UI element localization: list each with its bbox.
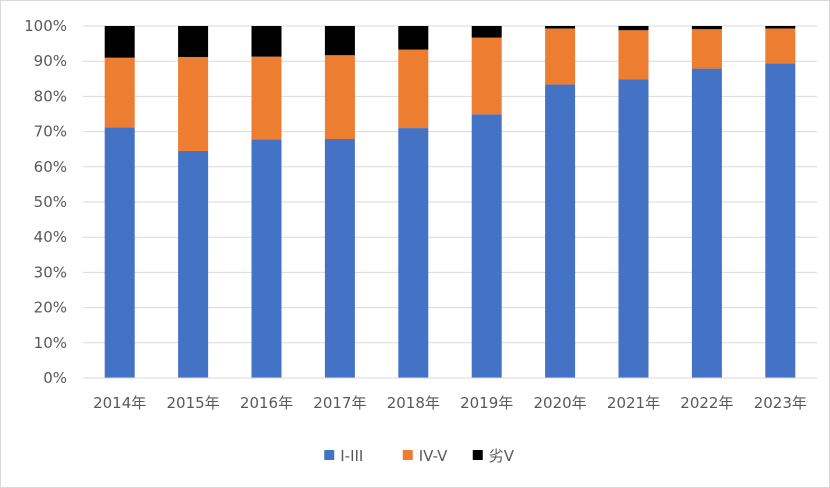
x-tick-label: 2019年 [460, 394, 513, 412]
bar-iv-v-2023 [765, 28, 796, 64]
y-tick-label: 0% [43, 369, 67, 387]
legend-label: 劣V [489, 447, 515, 465]
bar-iv-v-2021 [618, 30, 649, 80]
y-tick-label: 20% [34, 299, 67, 317]
y-tick-label: 10% [34, 334, 67, 352]
bar-i-iii-2015 [178, 150, 209, 378]
bar--v-2019 [471, 26, 502, 38]
y-tick-label: 90% [34, 52, 67, 70]
legend: I-III IV-V 劣V [324, 447, 515, 465]
bar-iv-v-2022 [691, 29, 722, 69]
x-tick-label: 2015年 [167, 394, 220, 412]
bar-i-iii-2023 [765, 63, 796, 378]
x-axis-tick-labels: 2014年 2015年 2016年 2017年 2018年 2019年 2020年 2021年… [93, 394, 807, 412]
bar--v-2021 [618, 26, 649, 31]
bar--v-2016 [251, 26, 282, 57]
bar--v-2022 [691, 26, 722, 30]
legend-label: I-III [340, 447, 363, 465]
bar-iv-v-2020 [545, 28, 576, 85]
bar-iv-v-2017 [324, 55, 355, 139]
bar-iv-v-2014 [104, 57, 135, 128]
x-tick-label: 2021年 [607, 394, 660, 412]
bar--v-2017 [324, 26, 355, 56]
bar-i-iii-2019 [471, 114, 502, 379]
bar-i-iii-2017 [324, 138, 355, 378]
bar-i-iii-2022 [691, 68, 722, 378]
bar--v-2023 [765, 26, 796, 29]
bar-i-iii-2016 [251, 139, 282, 378]
bar-i-iii-2014 [104, 127, 135, 378]
bar-iv-v-2016 [251, 56, 282, 140]
legend-label: IV-V [419, 447, 448, 465]
legend-swatch [402, 450, 413, 460]
y-tick-label: 40% [34, 228, 67, 246]
x-tick-label: 2014年 [93, 394, 146, 412]
bar-iv-v-2018 [398, 49, 429, 129]
y-tick-label: 50% [34, 193, 67, 211]
y-tick-label: 60% [34, 158, 67, 176]
bar-i-iii-2018 [398, 128, 429, 378]
bar--v-2014 [104, 26, 135, 58]
bar-i-iii-2020 [545, 84, 576, 378]
x-tick-label: 2022年 [680, 394, 733, 412]
bar-i-iii-2021 [618, 79, 649, 378]
x-tick-label: 2020年 [534, 394, 587, 412]
x-tick-label: 2016年 [240, 394, 293, 412]
legend-swatch [472, 450, 483, 460]
x-tick-label: 2023年 [754, 394, 807, 412]
y-tick-label: 100% [24, 17, 67, 35]
y-axis-tick-labels: 0% 10% 20% 30% 40% 50% 60% 70% 80% 90% 100% [24, 17, 67, 387]
bar-iv-v-2015 [178, 56, 209, 151]
x-tick-label: 2017年 [313, 394, 366, 412]
legend-swatch [324, 450, 335, 460]
y-tick-label: 80% [34, 87, 67, 105]
bar--v-2015 [178, 26, 209, 57]
bar--v-2020 [545, 26, 576, 29]
bars [104, 26, 796, 379]
y-tick-label: 30% [34, 263, 67, 281]
bar-iv-v-2019 [471, 37, 502, 115]
bar--v-2018 [398, 26, 429, 50]
y-tick-label: 70% [34, 123, 67, 141]
x-tick-label: 2018年 [387, 394, 440, 412]
